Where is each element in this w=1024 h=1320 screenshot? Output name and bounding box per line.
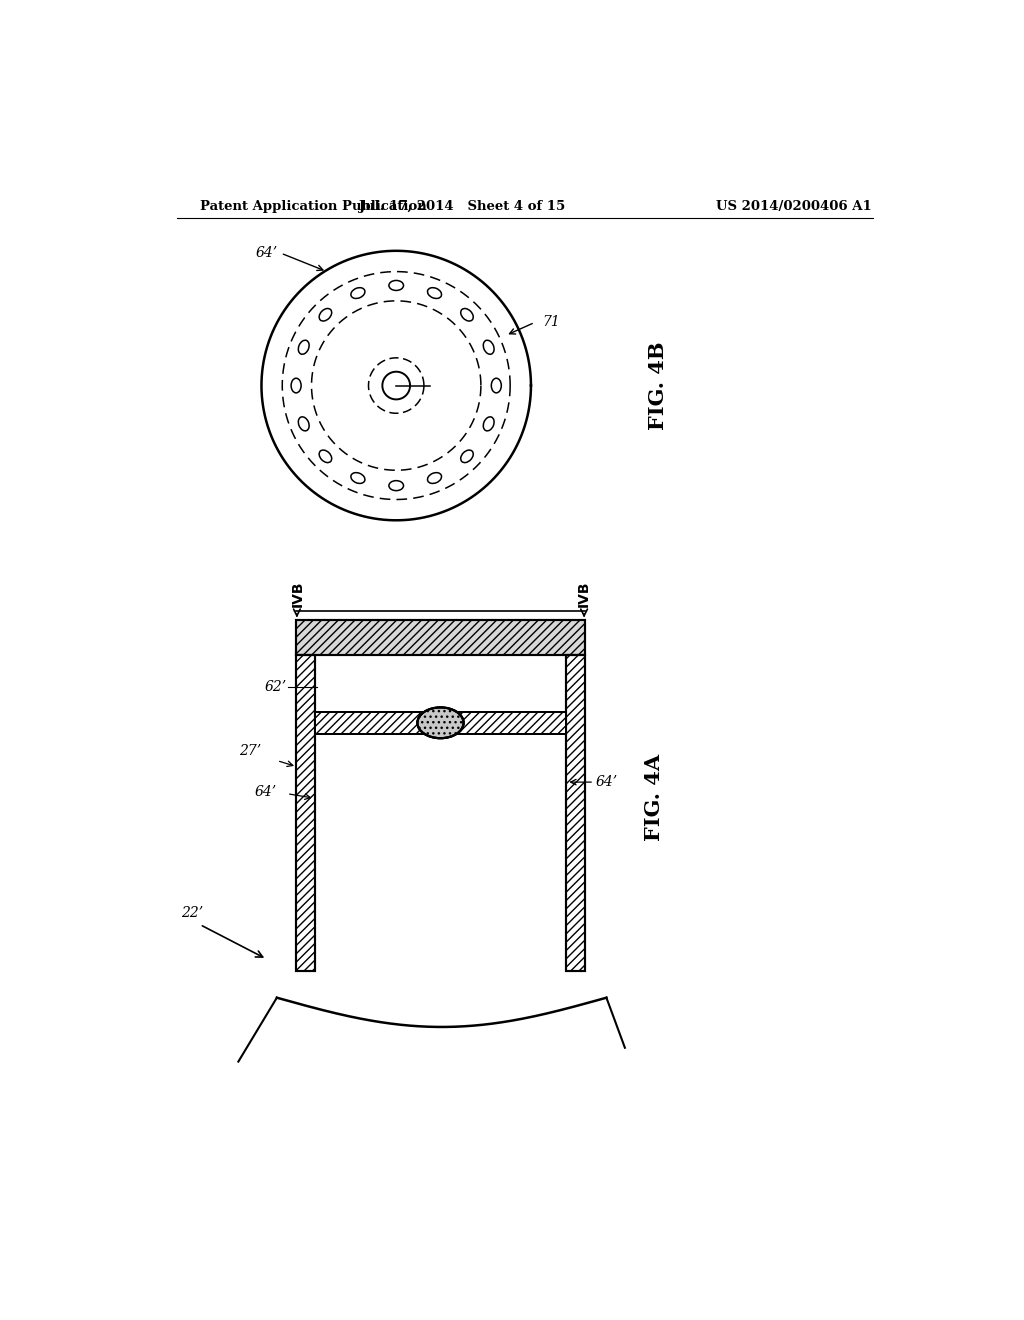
Text: FIG. 4A: FIG. 4A <box>644 754 665 841</box>
Text: Patent Application Publication: Patent Application Publication <box>200 201 427 214</box>
Text: IVB: IVB <box>291 581 305 607</box>
Text: 64’: 64’ <box>596 775 617 789</box>
Bar <box>565 655 585 970</box>
Ellipse shape <box>418 708 464 738</box>
Bar <box>296 655 315 970</box>
Text: 62’: 62’ <box>265 680 287 694</box>
Bar <box>315 711 565 734</box>
Text: US 2014/0200406 A1: US 2014/0200406 A1 <box>716 201 871 214</box>
Bar <box>296 620 585 655</box>
Text: IVB: IVB <box>577 581 590 607</box>
Bar <box>315 711 565 734</box>
Text: FIG. 4B: FIG. 4B <box>648 342 668 430</box>
Bar <box>296 655 315 970</box>
Bar <box>296 620 585 655</box>
Text: 64’: 64’ <box>256 246 278 260</box>
Text: Jul. 17, 2014   Sheet 4 of 15: Jul. 17, 2014 Sheet 4 of 15 <box>358 201 565 214</box>
Bar <box>565 655 585 970</box>
Text: 22’: 22’ <box>180 906 203 920</box>
Text: 71: 71 <box>543 315 560 330</box>
Text: 27’: 27’ <box>240 744 261 758</box>
Text: 64’: 64’ <box>255 785 276 799</box>
